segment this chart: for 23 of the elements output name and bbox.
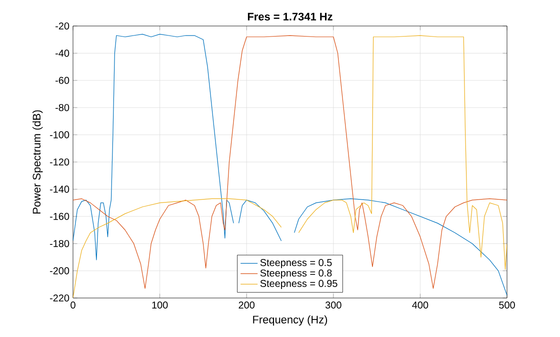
y-tick-label: -20 xyxy=(56,22,70,30)
chart-title: Fres = 1.7341 Hz xyxy=(248,12,332,20)
y-tick-label: -200 xyxy=(50,267,70,274)
y-tick-label: -100 xyxy=(50,131,70,138)
x-tick-label: 0 xyxy=(70,302,76,309)
y-tick-label: -40 xyxy=(56,50,70,57)
y-axis-title: Power Spectrum (dB) xyxy=(32,110,43,214)
y-tick-label: -220 xyxy=(50,294,70,302)
y-tick-label: -120 xyxy=(50,158,70,166)
legend-label: Steepness = 0.95 xyxy=(260,280,338,289)
legend-label: Steepness = 0.5 xyxy=(260,259,332,268)
x-axis-title: Frequency (Hz) xyxy=(253,315,328,326)
x-tick-label: 500 xyxy=(499,302,515,309)
x-tick-label: 100 xyxy=(152,302,168,309)
y-tick-label: -140 xyxy=(50,186,70,193)
y-tick-label: -160 xyxy=(50,212,70,220)
legend-label: Steepness = 0.8 xyxy=(260,269,332,279)
x-tick-label: 200 xyxy=(238,302,255,309)
x-tick-label: 300 xyxy=(325,302,342,309)
x-tick-label: 400 xyxy=(412,302,428,309)
y-tick-label: -80 xyxy=(56,104,70,112)
y-tick-label: -180 xyxy=(50,240,70,248)
y-tick-label: -60 xyxy=(56,76,70,84)
